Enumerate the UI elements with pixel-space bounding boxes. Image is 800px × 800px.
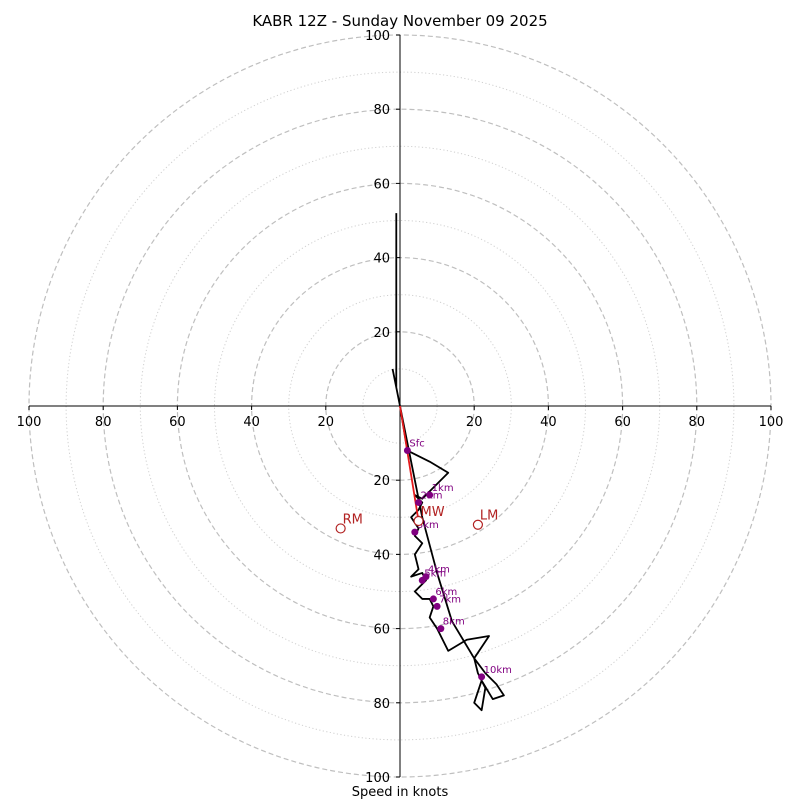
y-tick-label: 40	[373, 548, 390, 563]
y-tick-label: 20	[373, 474, 390, 489]
height-marker-dot	[429, 595, 437, 603]
storm-motion-markers: RM MW LM	[335, 505, 498, 534]
y-tick-label: 100	[365, 29, 390, 44]
height-marker-dot	[478, 673, 486, 681]
height-marker-label: 2km	[421, 490, 443, 501]
height-marker-label: 1km	[432, 483, 454, 494]
x-axis-label: Speed in knots	[352, 785, 449, 800]
height-marker-label: 4km	[428, 565, 450, 576]
tick-labels: 100 80 60 40 20 20 40 60 80 100 100 80 60 40 20 20 40 60 8…	[17, 29, 784, 786]
x-tick-label: 60	[614, 415, 631, 430]
height-marker-dot	[433, 602, 441, 610]
y-tick-label: 100	[365, 771, 390, 786]
y-tick-label: 40	[373, 252, 390, 267]
storm-motion-mw-label: MW	[421, 505, 445, 520]
height-marker-label: 10km	[484, 665, 512, 676]
height-marker-label: 5km	[424, 568, 446, 579]
height-marker-dot	[426, 491, 434, 499]
x-tick-label: 40	[540, 415, 557, 430]
height-marker-label: 3km	[417, 520, 439, 531]
x-tick-label: 100	[759, 415, 784, 430]
y-tick-label: 60	[373, 623, 390, 638]
x-tick-label: 80	[95, 415, 112, 430]
storm-motion-lm-label: LM	[480, 509, 498, 524]
x-tick-label: 40	[243, 415, 260, 430]
height-marker-dot	[418, 576, 426, 584]
y-tick-label: 60	[373, 177, 390, 192]
storm-motion-lm-marker	[472, 519, 484, 530]
x-tick-label: 20	[466, 415, 483, 430]
x-tick-label: 80	[689, 415, 706, 430]
height-marker-label: 6km	[435, 587, 457, 598]
storm-motion-rm-label: RM	[343, 512, 363, 527]
height-marker-dot	[437, 625, 445, 633]
height-marker-dot	[403, 447, 411, 455]
chart-title: KABR 12Z - Sunday November 09 2025	[252, 12, 547, 30]
height-marker-dot	[415, 498, 423, 506]
x-tick-label: 60	[169, 415, 186, 430]
height-marker-label: 7km	[439, 594, 461, 605]
y-tick-label: 80	[373, 697, 390, 712]
y-tick-label: 80	[373, 103, 390, 118]
height-marker-label: 8km	[443, 617, 465, 628]
x-tick-label: 20	[318, 415, 335, 430]
height-marker-label: Sfc	[409, 439, 424, 450]
storm-motion-mw-marker	[413, 515, 424, 527]
height-marker-dot	[411, 528, 419, 536]
storm-motion-rm-marker	[335, 523, 346, 534]
y-tick-label: 20	[373, 326, 390, 341]
x-tick-label: 100	[17, 415, 42, 430]
